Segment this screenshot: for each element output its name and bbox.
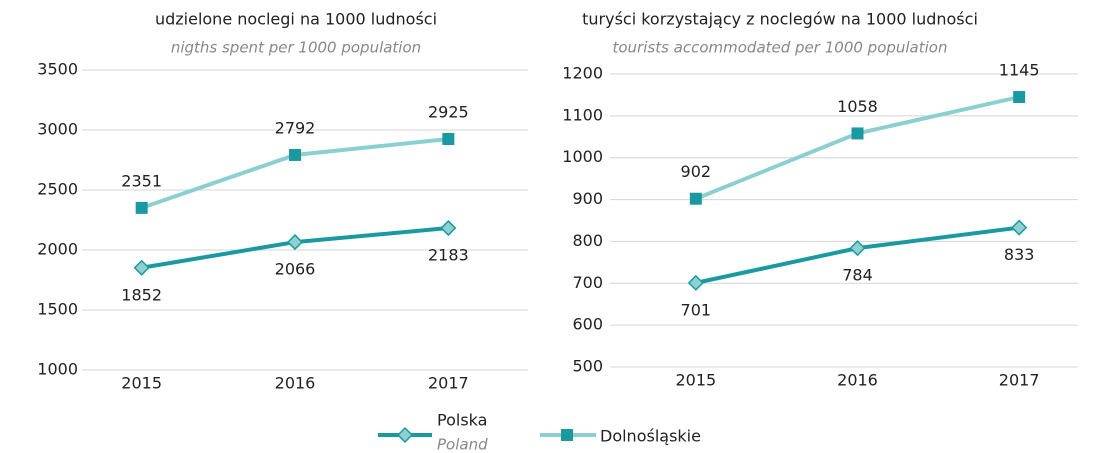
data-label: 2066 [275,260,316,279]
chart-subtitle: nigths spent per 1000 population [171,39,421,57]
marker [851,127,864,140]
y-tick-label: 3500 [37,60,78,79]
data-label: 1145 [999,61,1040,80]
y-tick-label: 1200 [562,64,603,83]
marker [286,234,304,251]
marker [849,240,866,257]
x-tick-label: 2015 [675,371,716,390]
x-tick-label: 2016 [275,374,316,393]
data-label: 833 [1004,245,1035,264]
y-tick-label: 2000 [37,240,78,259]
legend-marker [561,429,573,441]
marker [687,274,704,291]
data-label: 2183 [428,246,469,265]
y-tick-label: 1000 [562,147,603,166]
y-tick-label: 3000 [37,120,78,139]
chart-title: udzielone noclegi na 1000 ludności [155,10,437,29]
data-label: 701 [681,300,712,319]
y-tick-label: 900 [572,189,603,208]
data-label: 1058 [837,97,878,116]
data-label: 2925 [428,103,469,122]
data-label: 2351 [121,171,162,190]
legend-label: Polska [437,411,487,430]
chart-title: turyści korzystający z noclegów na 1000 … [582,10,978,29]
marker [289,148,301,161]
legend-marker [396,426,414,444]
marker [442,133,455,145]
x-tick-label: 2017 [428,374,469,393]
data-label: 902 [681,162,712,181]
y-tick-label: 1500 [37,300,78,319]
legend-sublabel: Poland [437,436,488,453]
x-tick-label: 2015 [121,374,162,393]
legend-label: Dolnośląskie [600,427,701,446]
data-label: 2792 [275,118,316,137]
x-tick-label: 2016 [837,371,878,390]
x-tick-label: 2017 [999,371,1040,390]
marker [440,219,457,237]
marker [135,201,148,214]
marker [689,192,702,205]
y-tick-label: 700 [572,273,603,292]
marker [1011,219,1028,236]
y-tick-label: 800 [572,231,603,250]
data-label: 784 [842,266,873,285]
y-tick-label: 500 [572,357,603,376]
y-tick-label: 1000 [37,360,78,379]
y-tick-label: 600 [572,315,603,334]
data-label: 1852 [121,285,162,304]
y-tick-label: 1100 [562,105,603,124]
marker [133,259,150,276]
y-tick-label: 2500 [37,180,78,199]
marker [1013,91,1026,104]
chart-subtitle: tourists accommodated per 1000 populatio… [612,39,947,57]
